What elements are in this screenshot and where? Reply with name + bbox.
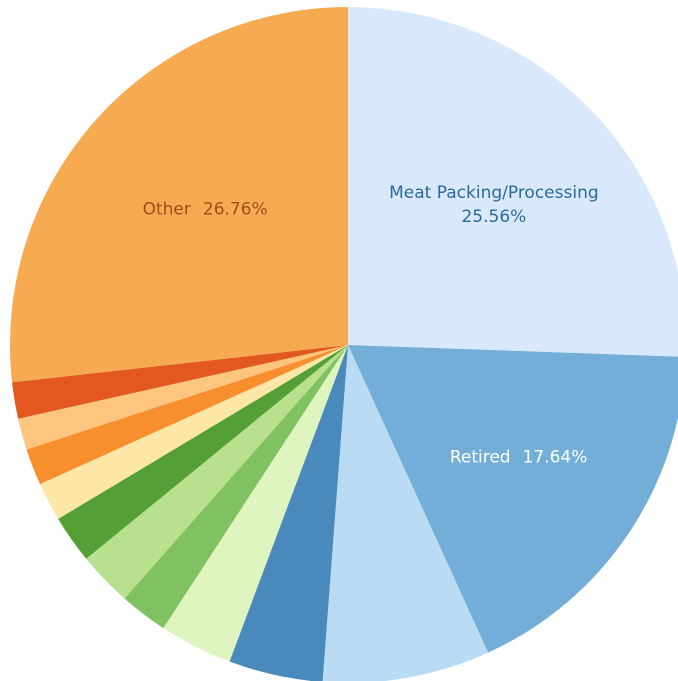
slice-value-label: 26.76% xyxy=(203,200,268,220)
slice-value-label: 17.64% xyxy=(523,448,588,468)
slice-value-label: 25.56% xyxy=(461,207,526,227)
pie-slice xyxy=(39,345,349,519)
pie-slice xyxy=(163,345,348,662)
pie-slice xyxy=(26,345,348,485)
pie-slice xyxy=(10,7,349,383)
pie-slice xyxy=(12,345,348,419)
slice-label: Retired xyxy=(450,448,511,468)
pie-slice xyxy=(58,345,348,559)
pie-slice xyxy=(348,7,678,357)
pie-slice xyxy=(86,345,349,599)
slice-label: Meat Packing/Processing xyxy=(389,183,599,203)
pie-slice xyxy=(124,345,348,629)
slice-label: Other xyxy=(143,200,191,220)
pie-slice xyxy=(348,345,678,653)
pie-slice xyxy=(322,345,489,681)
pie-slice xyxy=(18,345,348,450)
pie-slice xyxy=(229,345,348,681)
